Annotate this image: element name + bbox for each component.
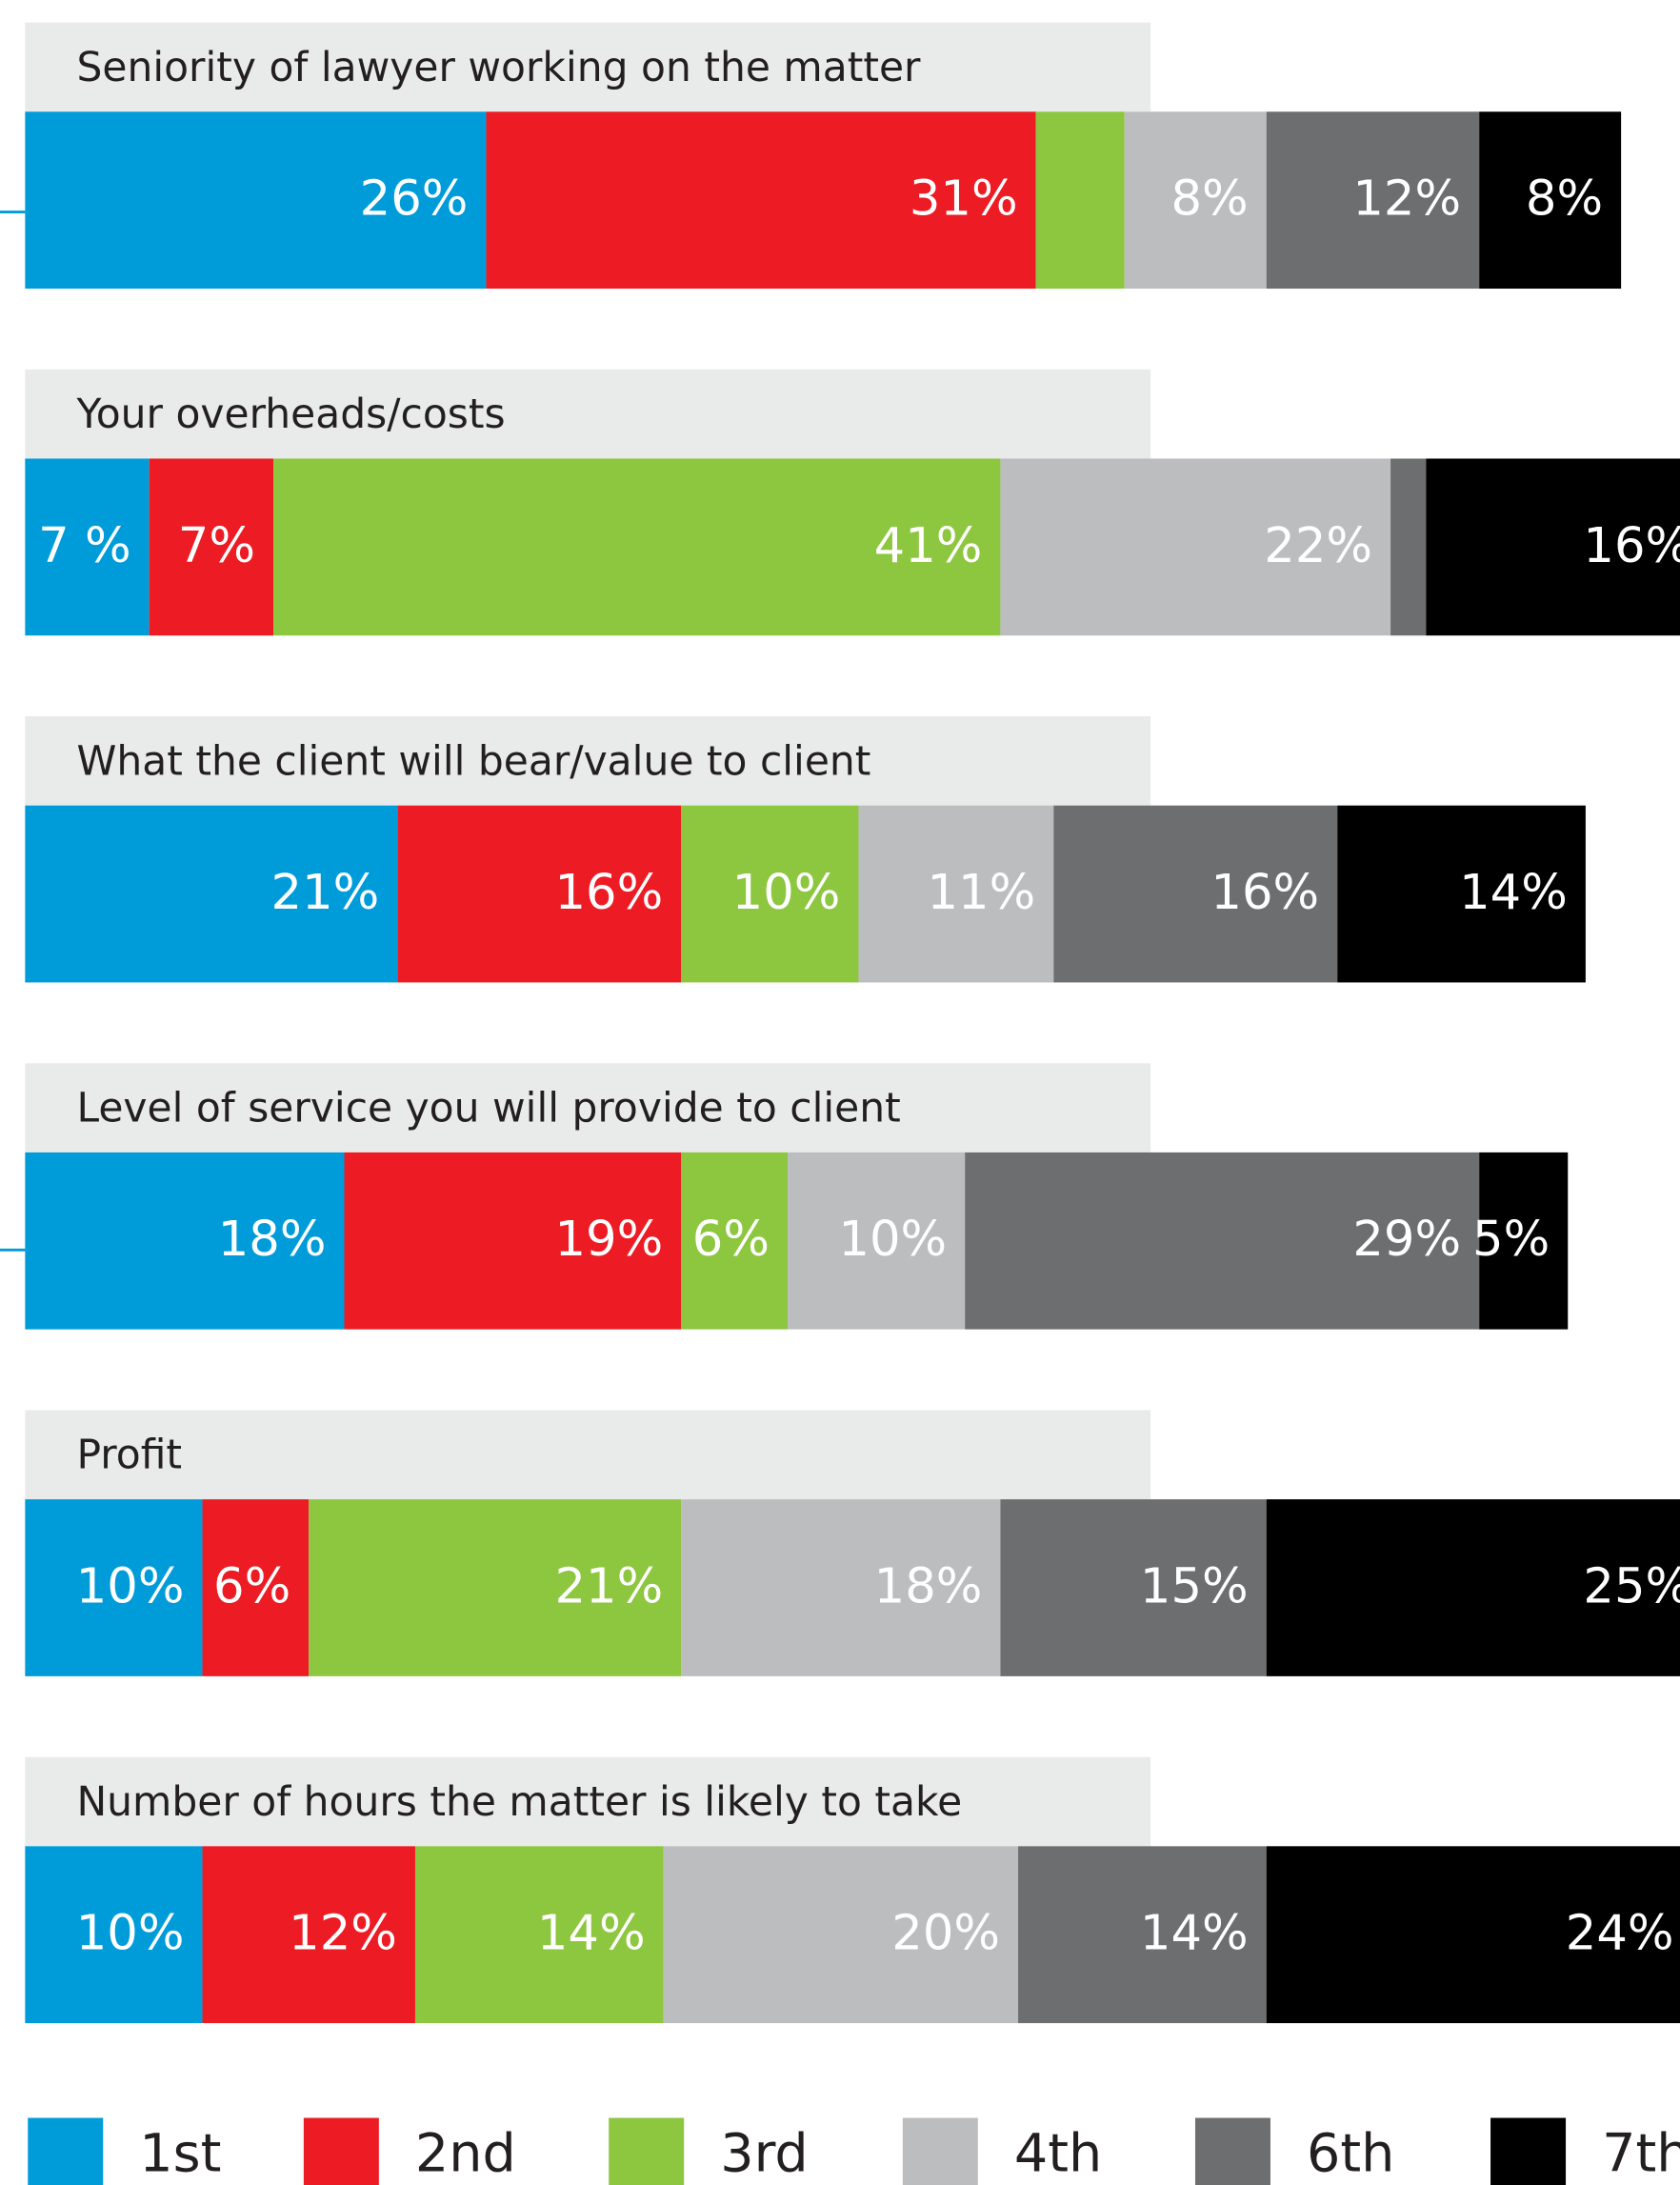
bar-segment <box>1337 805 1586 983</box>
value-label: 6% <box>213 1557 290 1614</box>
bar-segment <box>309 1499 682 1676</box>
legend-swatch <box>28 2117 104 2185</box>
category-band <box>25 369 1151 459</box>
bar-segment <box>1124 111 1267 290</box>
value-label: 7 % <box>38 517 130 574</box>
bar-segment <box>25 1846 203 2024</box>
legend-label: 6th <box>1307 2123 1394 2185</box>
bar-segment <box>25 458 150 636</box>
value-label: 10% <box>838 1211 947 1268</box>
category-label: Level of service you will provide to cli… <box>76 1086 900 1133</box>
bar-segment <box>273 458 1001 636</box>
bar-segment <box>1479 1152 1569 1330</box>
legend-label: 3rd <box>720 2123 809 2185</box>
bar-segment <box>681 805 859 983</box>
value-label: 6% <box>692 1211 770 1268</box>
legend-label: 7th <box>1602 2123 1680 2185</box>
bar-segment <box>1266 111 1480 290</box>
bar-segment <box>414 1846 664 2024</box>
bar-segment <box>1000 458 1391 636</box>
bar-segment <box>25 805 398 983</box>
category-label: Your overheads/costs <box>75 391 505 438</box>
bar-segment <box>1390 458 1427 636</box>
bar-segment <box>25 1499 203 1676</box>
value-label: 24% <box>1566 1905 1674 1962</box>
category-label: What the client will bear/value to clien… <box>76 738 870 785</box>
value-label: 29% <box>1352 1211 1461 1268</box>
value-label: 31% <box>910 170 1018 228</box>
value-label: 25% <box>1583 1557 1680 1614</box>
value-label: 16% <box>554 864 663 921</box>
bar-segment <box>1426 458 1680 636</box>
value-label: 19% <box>554 1211 663 1268</box>
value-label: 16% <box>1210 864 1319 921</box>
value-label: 14% <box>1140 1905 1249 1962</box>
bar-segment <box>787 1152 966 1330</box>
legend-label: 1st <box>139 2123 221 2185</box>
bar-segment <box>25 111 487 290</box>
value-label: 26% <box>360 170 469 228</box>
bar-segment <box>202 1499 310 1676</box>
bar-segment <box>486 111 1036 290</box>
bar-segment <box>1266 1499 1680 1676</box>
bar-segment <box>681 1499 1001 1676</box>
value-label: 12% <box>1352 170 1461 228</box>
bar-segment <box>1035 111 1125 290</box>
bar-segment <box>1266 1846 1680 2024</box>
value-label: 14% <box>1459 864 1568 921</box>
value-label: 14% <box>537 1905 646 1962</box>
bar-segment <box>344 1152 682 1330</box>
category-band <box>25 1756 1151 1847</box>
bar-segment <box>965 1152 1480 1330</box>
value-label: 16% <box>1583 517 1680 574</box>
category-label: Seniority of lawyer working on the matte… <box>76 45 921 91</box>
value-label: 18% <box>218 1211 327 1268</box>
value-label: 15% <box>1140 1557 1249 1614</box>
legend-swatch <box>609 2117 685 2185</box>
bar-segment <box>1000 1499 1267 1676</box>
value-label: 12% <box>289 1905 397 1962</box>
category-band <box>25 1063 1151 1153</box>
legend-label: 2nd <box>415 2123 516 2185</box>
bar-segment <box>25 1152 345 1330</box>
bar-segment <box>1479 111 1622 290</box>
value-label: 10% <box>732 864 841 921</box>
bar-segment <box>1053 805 1338 983</box>
value-label: 20% <box>891 1905 1000 1962</box>
value-label: 8% <box>1170 170 1248 228</box>
category-label: Profit <box>76 1433 182 1479</box>
bar-segment <box>397 805 682 983</box>
value-label: 21% <box>554 1557 663 1614</box>
value-label: 18% <box>874 1557 983 1614</box>
value-label: 22% <box>1264 517 1372 574</box>
legend-swatch <box>1490 2117 1567 2185</box>
legend-swatch <box>1194 2117 1270 2185</box>
value-label: 21% <box>271 864 380 921</box>
bar-segment <box>149 458 274 636</box>
value-label: 5% <box>1472 1211 1550 1268</box>
bar-segment <box>202 1846 415 2024</box>
legend-swatch <box>902 2117 978 2185</box>
value-label: 7% <box>178 517 255 574</box>
value-label: 41% <box>874 517 983 574</box>
bar-segment <box>663 1846 1019 2024</box>
category-band <box>25 1410 1151 1500</box>
bar-segment <box>681 1152 788 1330</box>
category-label: Number of hours the matter is likely to … <box>76 1779 962 1826</box>
bar-segment <box>1018 1846 1267 2024</box>
value-label: 8% <box>1526 170 1603 228</box>
value-label: 10% <box>76 1905 185 1962</box>
value-label: 10% <box>76 1557 185 1614</box>
category-band <box>25 716 1151 806</box>
category-band <box>25 22 1151 112</box>
value-label: 11% <box>927 864 1035 921</box>
bar-segment <box>858 805 1054 983</box>
legend-label: 4th <box>1014 2123 1102 2185</box>
legend-swatch <box>303 2117 379 2185</box>
